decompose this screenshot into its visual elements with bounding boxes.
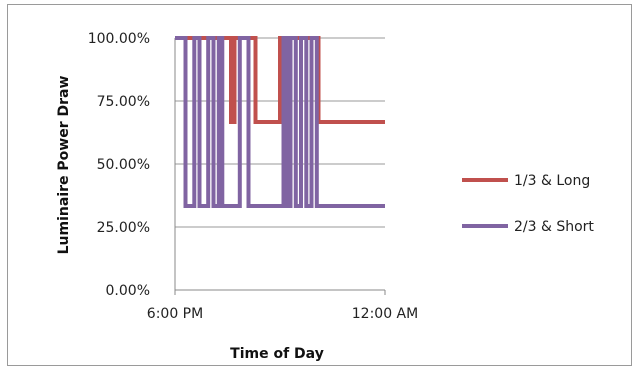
x-tick-label: 6:00 PM xyxy=(147,306,203,322)
series-line-2 xyxy=(175,36,385,208)
y-tick-label: 0.00% xyxy=(106,283,150,299)
legend-label: 2/3 & Short xyxy=(514,219,594,235)
y-tick-label: 100.00% xyxy=(88,31,150,47)
y-tick-label: 25.00% xyxy=(97,220,150,236)
series-lines xyxy=(175,36,385,208)
legend: 1/3 & Long 2/3 & Short xyxy=(462,173,594,235)
legend-label: 1/3 & Long xyxy=(514,173,590,189)
x-tick-label: 12:00 AM xyxy=(352,306,418,322)
y-tick-label: 75.00% xyxy=(97,94,150,110)
y-tick-label: 50.00% xyxy=(97,157,150,173)
x-tick-labels: 6:00 PM 12:00 AM xyxy=(147,306,418,322)
y-axis-title: Luminaire Power Draw xyxy=(56,76,72,255)
y-tick-labels: 0.00% 25.00% 50.00% 75.00% 100.00% xyxy=(88,31,150,299)
x-axis-title: Time of Day xyxy=(230,346,324,362)
